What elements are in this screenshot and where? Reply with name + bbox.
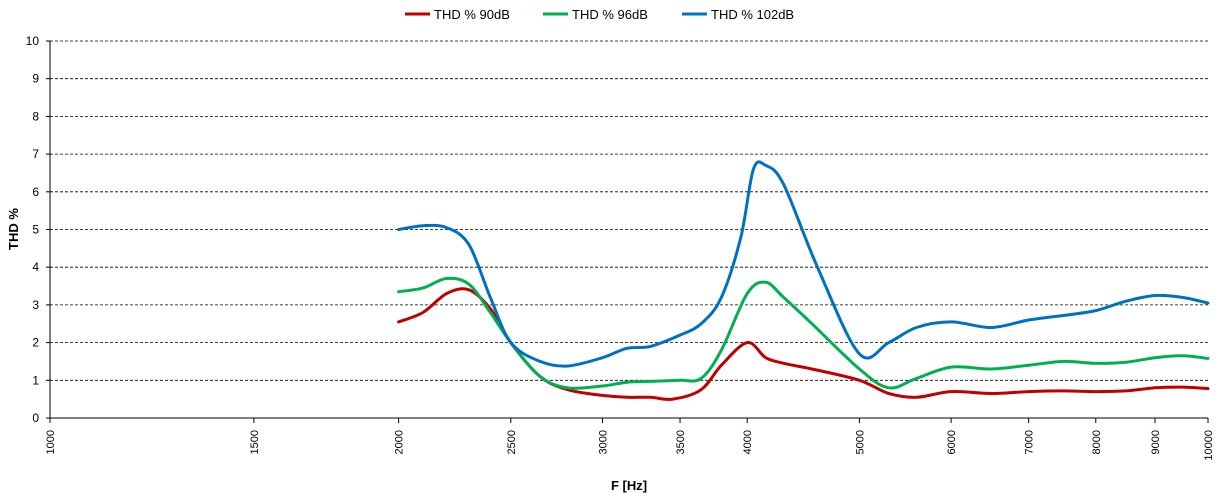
x-tick-label: 3000 [598, 430, 610, 454]
grid [46, 40, 1208, 419]
x-tick-label: 6000 [946, 430, 958, 454]
x-tick-label: 5000 [854, 430, 866, 454]
y-tick-label: 2 [32, 336, 39, 350]
x-tick-labels: 1000 1500 2000 2500 3000 3500 4000 5000 6000 7000… [45, 418, 1215, 461]
x-tick-label: 4000 [742, 430, 754, 454]
y-tick-label: 10 [26, 34, 40, 48]
x-tick-label: 3500 [675, 430, 687, 454]
legend-label: THD % 102dB [711, 7, 794, 22]
x-tick-label: 7000 [1024, 430, 1036, 454]
x-axis-title: F [Hz] [611, 478, 647, 493]
y-axis-title: THD % [6, 208, 21, 250]
legend-label: THD % 96dB [572, 7, 648, 22]
x-tick-label: 2000 [394, 430, 406, 454]
y-tick-label: 0 [32, 411, 39, 425]
axes [49, 41, 1208, 419]
y-tick-label: 3 [32, 298, 39, 312]
y-tick-label: 8 [32, 109, 39, 123]
y-tick-label: 7 [32, 147, 39, 161]
y-tick-label: 5 [32, 223, 39, 237]
y-tick-label: 1 [32, 373, 39, 387]
series-line-3 [397, 160, 1210, 368]
series-line-1 [397, 287, 1210, 401]
x-tick-label: 1000 [45, 430, 57, 454]
legend: THD % 90dB THD % 96dB THD % 102dB [405, 7, 794, 22]
x-tick-label: 2500 [506, 430, 518, 454]
x-tick-label: 9000 [1150, 430, 1162, 454]
series-lines [397, 160, 1210, 401]
legend-label: THD % 90dB [434, 7, 510, 22]
y-tick-label: 6 [32, 185, 39, 199]
series-line-2 [397, 276, 1210, 390]
y-tick-label: 9 [32, 72, 39, 86]
x-tick-label: 1500 [249, 430, 261, 454]
y-tick-label: 4 [32, 260, 39, 274]
x-tick-label: 10000 [1203, 430, 1215, 461]
y-tick-labels: 0 1 2 3 4 5 6 7 8 9 10 [26, 34, 40, 425]
x-tick-label: 8000 [1091, 430, 1103, 454]
